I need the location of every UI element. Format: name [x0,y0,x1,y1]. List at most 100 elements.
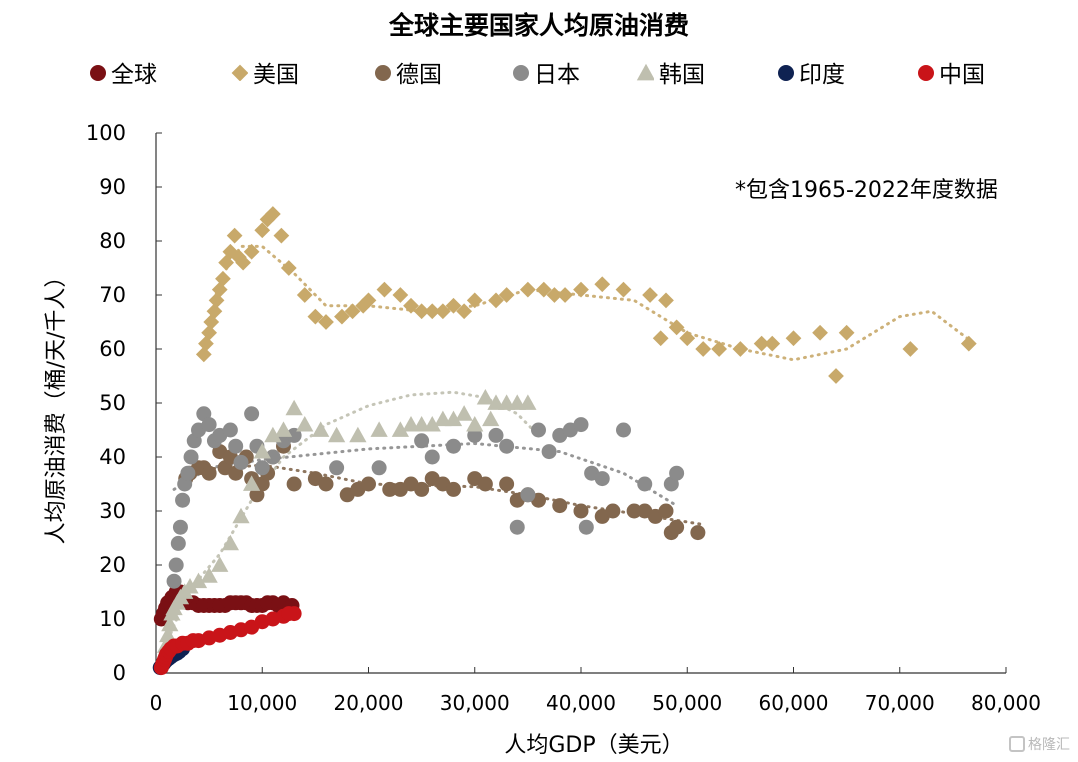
data-point [918,65,934,81]
data-point [668,319,685,336]
data-point [455,405,473,421]
data-point [637,476,653,492]
data-point [254,222,271,239]
data-point [690,525,706,541]
data-point [265,449,281,465]
y-tick-label: 10 [99,607,126,631]
watermark: 格隆汇 [1009,734,1070,754]
y-tick-label: 60 [99,337,126,361]
legend-marker [778,65,794,81]
data-point [446,438,461,454]
data-point [232,507,250,524]
data-point [329,460,345,476]
legend-item: 印度 [776,56,845,88]
data-point [499,476,515,492]
data-point [170,535,186,551]
x-tick-label: 10,000 [227,691,297,715]
x-tick-label: 50,000 [652,691,722,715]
legend-marker [90,65,106,81]
legend-label: 德国 [396,62,442,88]
y-tick-label: 100 [86,121,126,145]
legend-marker [513,65,529,81]
trend-line [202,244,976,362]
data-point [456,303,472,320]
data-point [488,427,504,443]
data-point [445,297,462,314]
data-point [226,227,243,244]
data-point [243,475,261,491]
data-point [785,330,802,347]
legend-label: 中国 [939,62,985,88]
data-point [286,427,302,443]
legend-label: 韩国 [659,62,705,88]
data-point [201,417,217,433]
y-tick-label: 30 [99,499,126,523]
data-point [467,427,483,443]
chart-title: 全球主要国家人均原油消费 [388,11,689,40]
data-point [482,410,500,427]
data-point [175,492,191,508]
data-point [711,341,727,357]
data-point [616,422,631,438]
data-point [328,426,346,443]
data-point [535,281,552,298]
data-point [513,65,529,81]
data-point [195,346,212,363]
x-tick-label: 60,000 [759,691,829,715]
data-point [215,270,231,287]
data-point [778,65,794,81]
data-point [578,519,594,535]
data-point [444,410,463,427]
data-point [159,626,177,643]
y-tick-label: 70 [99,283,126,307]
data-point [466,292,483,309]
data-point [732,341,749,357]
y-axis-label: 人均原油消费（桶/天/千人） [44,265,69,545]
legend-label: 印度 [799,62,845,88]
data-point [477,476,493,492]
data-point [573,503,589,519]
data-point [605,503,621,519]
data-point [466,415,484,432]
data-point [265,206,281,222]
data-point [273,227,290,244]
data-point [222,422,238,438]
data-point [669,465,685,481]
data-point [902,341,919,357]
data-point [546,287,563,303]
data-point [371,460,387,476]
data-point [361,476,376,492]
data-point [180,465,196,481]
data-point [274,421,293,437]
data-point [573,417,589,433]
legend-item: 韩国 [636,56,705,88]
watermark-text: 格隆汇 [1028,737,1070,753]
data-point [280,260,297,276]
data-point [520,281,536,298]
data-point [281,606,297,622]
data-point [658,503,674,519]
y-tick-label: 20 [99,553,126,577]
data-point [519,394,537,410]
data-point [166,573,182,589]
data-point [435,303,451,320]
data-point [658,292,674,309]
data-point [168,557,184,573]
x-tick-label: 20,000 [334,691,404,715]
data-point [424,303,441,320]
data-point [392,287,409,303]
legend-marker [231,64,248,81]
data-point [189,572,208,589]
data-point [221,534,239,551]
x-tick-label: 30,000 [440,691,510,715]
watermark-icon [1009,736,1025,752]
legend-item: 中国 [916,56,985,88]
data-point [509,519,525,535]
data-point [531,422,546,438]
data-point [307,308,324,325]
data-point [414,433,430,449]
legend-label: 日本 [534,62,580,88]
data-point [652,330,669,347]
data-point [573,281,589,298]
